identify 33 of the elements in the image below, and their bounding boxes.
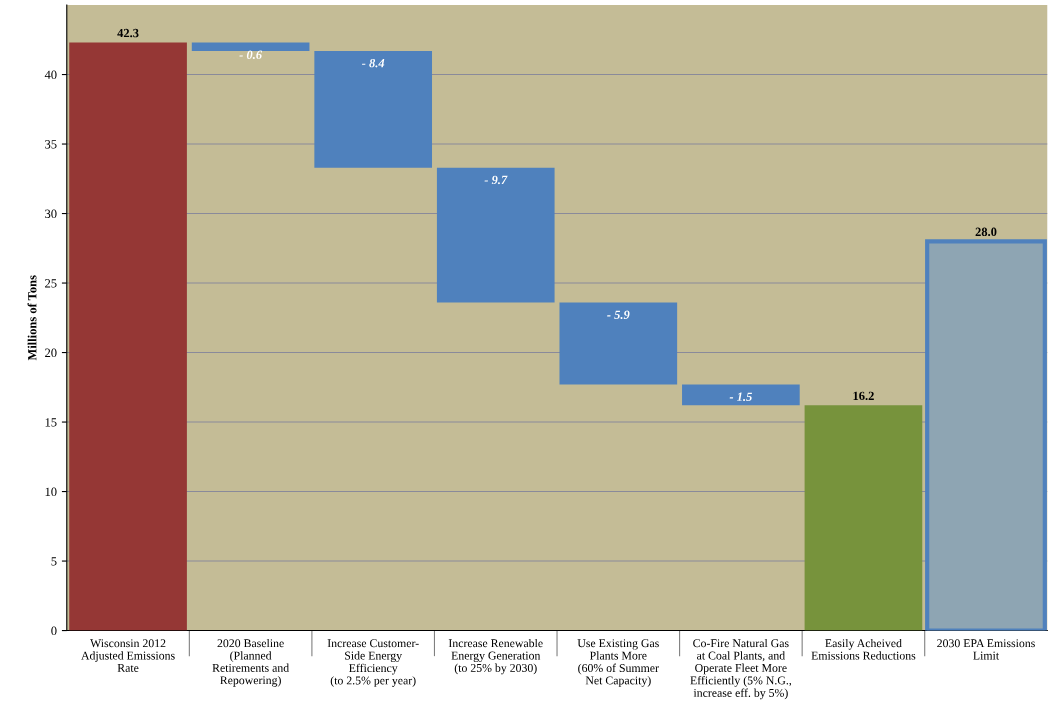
y-tick-label: 0 <box>51 626 57 636</box>
x-tick-label: Increase Renewable Energy Generation (to 25% by 2030) <box>448 638 543 675</box>
data-label: - 8.4 <box>361 58 385 68</box>
y-tick-label: 25 <box>45 279 57 288</box>
bar <box>191 42 310 51</box>
bar <box>436 167 555 303</box>
y-tick-label: 5 <box>51 557 57 566</box>
data-label: - 5.9 <box>607 310 630 319</box>
bar <box>682 384 800 406</box>
y-tick-label: 20 <box>45 348 57 358</box>
y-axis-title: Millions of Tons <box>27 275 37 361</box>
y-tick-label: 35 <box>45 140 57 149</box>
x-tick-label: 2020 Baseline (Planned Retirements and Repowering) <box>212 638 289 687</box>
bar <box>314 50 433 168</box>
x-tick-label: Wisconsin 2012 Adjusted Emissions Rate <box>81 639 175 672</box>
bar <box>804 405 923 631</box>
x-tick-label: Increase Customer- Side Energy Efficiency (to 2.5% per year) <box>327 639 419 687</box>
data-label: 42.3 <box>117 28 139 38</box>
data-label: - 1.5 <box>729 392 753 402</box>
data-label: - 0.6 <box>239 50 263 60</box>
data-label: 28.0 <box>975 227 997 237</box>
y-tick-label: 10 <box>45 487 57 497</box>
x-tick-label: Easily Acheived Emissions Reductions <box>811 638 916 660</box>
y-tick-label: 40 <box>44 70 57 79</box>
data-label: - 9.7 <box>484 175 508 185</box>
x-tick-label: Co-Fire Natural Gas at Coal Plants, and Operate Fleet More Efficiently (5% N.G., increase eff. by 5%) <box>690 638 792 700</box>
bar <box>69 42 187 631</box>
bar <box>559 302 678 385</box>
x-tick-label: 2030 EPA Emissions Limit <box>937 639 1035 660</box>
y-tick-label: 30 <box>45 209 57 218</box>
x-tick-label: Use Existing Gas Plants More (60% of Summer Net Capacity) <box>577 639 659 687</box>
data-label: 16.2 <box>853 391 874 401</box>
y-tick-label: 15 <box>45 418 57 427</box>
